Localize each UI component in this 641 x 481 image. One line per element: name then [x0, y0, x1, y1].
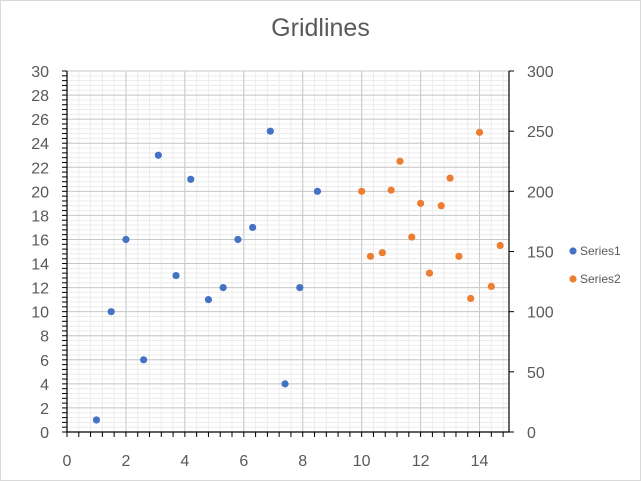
series2-point [467, 294, 475, 303]
legend-label-series1: Series1 [580, 244, 621, 258]
y2-tick-label: 300 [527, 64, 554, 81]
y2-tick-label: 100 [527, 305, 554, 322]
series2-point [408, 233, 416, 241]
y-tick-label: 8 [40, 329, 49, 346]
series1-point [140, 356, 148, 364]
x-tick-label: 2 [121, 453, 130, 470]
series1-point [122, 235, 130, 244]
y-tick-label: 0 [40, 425, 49, 442]
y-tick-label: 20 [31, 184, 49, 201]
legend-label-series2: Series2 [580, 272, 621, 286]
y-tick-label: 4 [40, 377, 49, 394]
series2-point [437, 202, 445, 210]
series1-point [313, 187, 322, 195]
x-tick-label: 0 [63, 453, 72, 470]
series2-point [425, 269, 434, 277]
y-tick-label: 10 [31, 305, 49, 322]
chart-title: Gridlines [271, 14, 370, 42]
y2-tick-label: 200 [527, 184, 554, 201]
series1-point [234, 235, 242, 244]
x-tick-label: 10 [353, 453, 371, 470]
series2-point [396, 157, 404, 165]
x-tick-label: 6 [239, 453, 248, 470]
y2-tick-label: 150 [527, 245, 554, 262]
x-tick-label: 8 [298, 453, 307, 470]
y-tick-label: 6 [40, 353, 49, 370]
series2-point [487, 282, 495, 290]
legend-marker-series1 [569, 247, 577, 255]
y-tick-label: 14 [31, 257, 49, 274]
series1-point [92, 416, 101, 424]
y-tick-label: 28 [31, 88, 49, 105]
x-tick-label: 14 [471, 453, 489, 470]
y-tick-label: 18 [31, 208, 49, 225]
series1-point [281, 380, 289, 388]
x-tick-label: 4 [180, 453, 189, 470]
series1-point [266, 127, 274, 135]
series1-point [219, 284, 227, 292]
series2-point [378, 249, 386, 257]
y-tick-label: 30 [31, 64, 49, 81]
series2-point [387, 186, 395, 194]
y-tick-label: 26 [31, 112, 49, 129]
series2-point [366, 252, 375, 260]
series2-point [446, 174, 454, 182]
series1-point [204, 296, 213, 304]
y-tick-label: 16 [31, 232, 49, 249]
y2-tick-label: 0 [527, 425, 536, 442]
series1-point [154, 151, 162, 159]
legend-marker-series2 [569, 275, 577, 283]
series2-point [455, 252, 463, 260]
y-tick-label: 2 [40, 401, 49, 418]
series2-point [475, 128, 484, 136]
series2-point [417, 199, 425, 207]
series2-point [358, 187, 366, 195]
series2-point [496, 241, 504, 250]
y-tick-label: 24 [31, 136, 49, 153]
y2-tick-label: 250 [527, 124, 554, 141]
series1-point [172, 271, 180, 280]
series1-point [249, 223, 257, 232]
y-tick-label: 22 [31, 160, 49, 177]
y2-tick-label: 50 [527, 365, 545, 382]
series1-point [296, 284, 304, 292]
series1-point [187, 175, 195, 183]
x-tick-label: 12 [412, 453, 430, 470]
series1-point [107, 308, 115, 316]
y-tick-label: 12 [31, 281, 49, 298]
